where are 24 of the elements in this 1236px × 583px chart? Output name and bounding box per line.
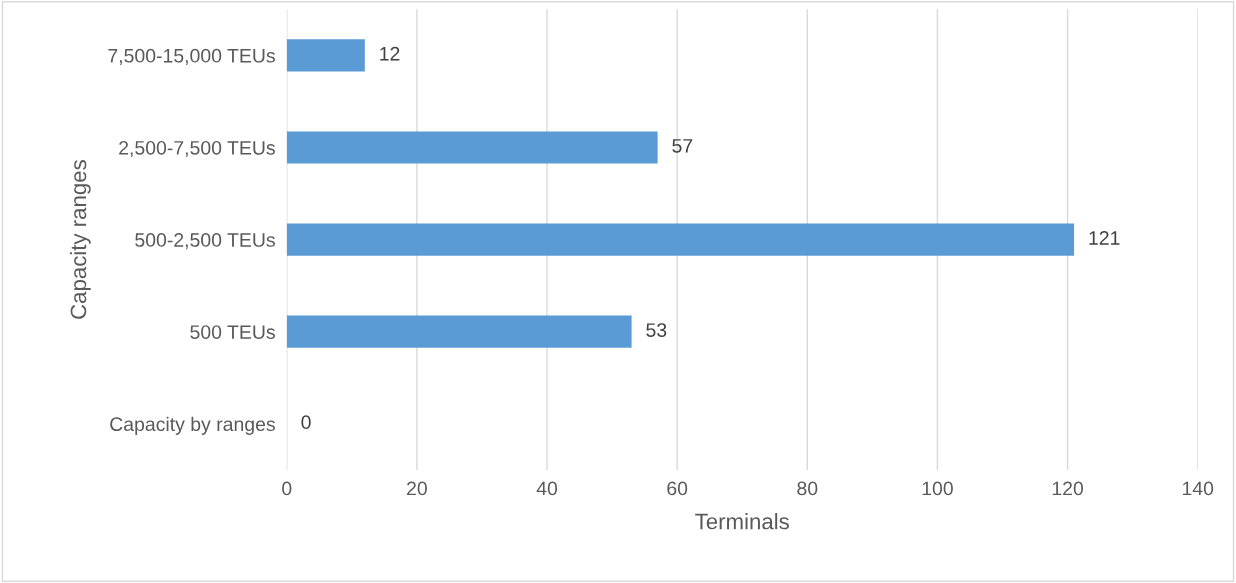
y-tick-label: Capacity by ranges [110,416,275,435]
bar [286,315,632,348]
x-tick-label: 140 [1182,481,1214,496]
bar [286,223,1075,256]
y-axis-title: Capacity ranges [69,160,91,319]
x-tick-label: 0 [282,481,292,496]
x-tick-label: 20 [407,481,427,496]
y-tick-label: 500 TEUs [190,325,275,339]
x-tick-label: 80 [797,481,818,496]
y-tick-label: 2,500-7,500 TEUs [119,140,275,158]
x-tick-label: 60 [667,481,688,496]
x-tick-label: 100 [922,481,953,496]
y-tick-label: 7,500-15,000 TEUs [108,48,275,65]
bar [286,39,365,72]
data-label: 0 [301,415,311,430]
data-label: 121 [1089,231,1120,245]
x-tick-label: 120 [1052,481,1084,496]
bar [286,131,658,164]
x-tick-label: 40 [536,481,558,496]
data-label: 57 [672,139,693,153]
x-axis-title: Terminals [695,513,789,530]
data-label: 12 [380,46,400,61]
data-label: 53 [646,323,667,337]
y-tick-label: 500-2,500 TEUs [135,233,275,250]
